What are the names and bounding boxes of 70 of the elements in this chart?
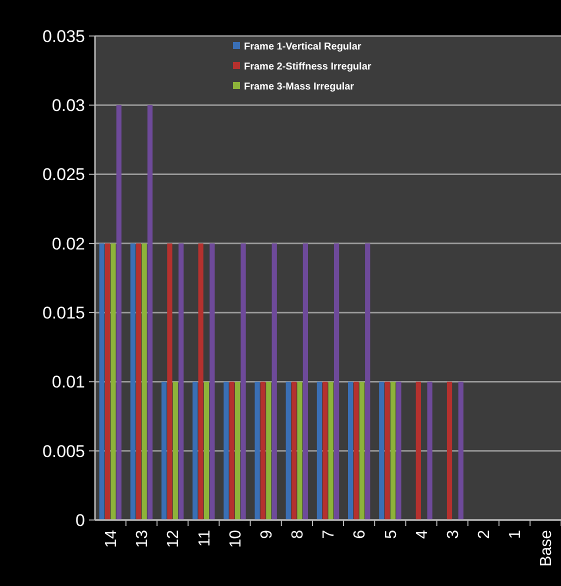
x-tick-label: 7 [320,530,338,539]
bar [297,382,302,520]
bar [161,382,167,520]
bar [396,382,402,520]
y-tick-label: 0.03 [52,96,85,116]
x-tick-label: 11 [196,530,214,547]
y-tick-label: 0.01 [52,372,85,392]
y-tick-label: 0.02 [52,234,85,254]
legend-label: Frame 2-Stiffness Irregular [244,62,372,72]
bar [204,382,210,520]
bar [328,382,334,520]
bar [254,382,260,520]
bar [104,243,110,520]
bar [260,382,266,520]
bar [142,243,147,520]
bar [110,243,116,520]
y-tick-label: 0.015 [42,304,85,323]
bar [172,382,178,520]
bar [322,382,328,520]
y-tick-label: 0.025 [42,165,85,184]
x-tick-label: 2 [476,530,494,539]
bar [99,243,104,520]
x-tick-label: 1 [507,530,524,539]
bar [229,382,234,520]
x-tick-label: 13 [134,530,152,548]
bar [198,243,204,520]
bar [136,243,142,520]
bar [167,243,172,520]
bar [348,382,354,520]
bar [240,243,246,520]
bar [130,243,136,520]
y-tick-label: 0 [76,510,85,530]
legend-label: Frame 1-Vertical Regular [244,42,362,52]
bar [266,382,272,520]
x-tick-label: Base [538,530,556,566]
bar [292,382,297,520]
bar [192,382,198,520]
x-tick-label: 4 [414,530,431,539]
y-tick-label: 0.005 [42,442,85,461]
bar [286,382,291,520]
bar [354,382,359,520]
legend-label: Frame 3-Mass Irregular [244,82,354,92]
bar [210,243,215,520]
x-tick-label: 5 [382,530,400,539]
bar [458,382,464,520]
bar [235,382,240,520]
x-tick-label: 6 [352,530,369,539]
bar [178,243,184,520]
bar [147,105,153,520]
bar [416,382,421,520]
x-tick-label: 12 [165,530,182,548]
bar [116,105,122,520]
x-tick-label: 14 [102,530,120,548]
bar [379,382,384,520]
bar [365,243,370,520]
bar [302,243,308,520]
bar [446,382,452,520]
bar [427,382,432,520]
bar [316,382,322,520]
x-tick-label: 9 [258,530,276,539]
bar [359,382,364,520]
bar [272,243,277,520]
x-tick-label: 8 [290,530,307,539]
x-tick-label: 10 [227,530,244,548]
bar [334,243,340,520]
bar [384,382,390,520]
bar [390,382,396,520]
x-tick-label: 3 [444,530,462,539]
y-tick-label: 0.035 [42,26,85,46]
bar [224,382,229,520]
